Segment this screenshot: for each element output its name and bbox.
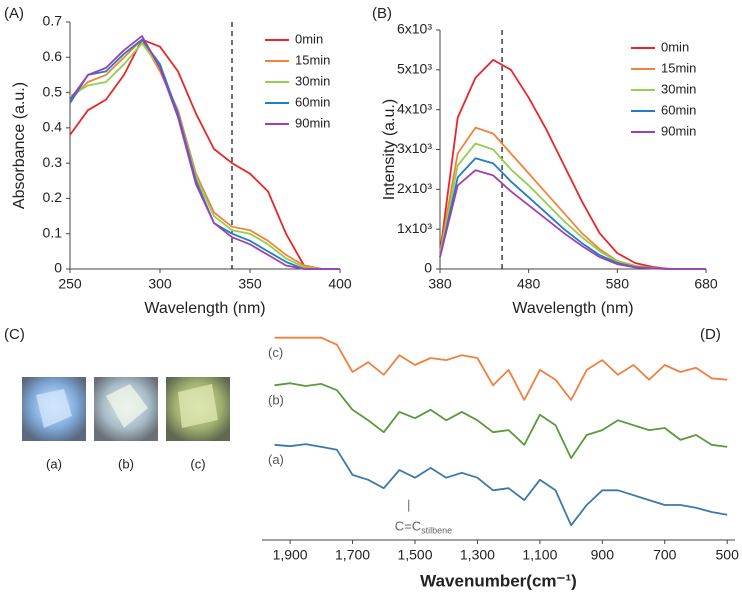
y-tick-label: 0 — [54, 260, 62, 276]
x-tick-label: 680 — [694, 276, 718, 292]
annotation-sub: stilbene — [421, 526, 452, 536]
x-tick-label: 1,500 — [397, 547, 432, 563]
y-tick-label: 0.4 — [43, 119, 63, 135]
x-tick-label: 700 — [653, 547, 677, 563]
legend-label: 60min — [661, 102, 696, 117]
x-tick-label: 1,300 — [460, 547, 495, 563]
x-axis-label: Wavelength (nm) — [144, 300, 265, 317]
film — [178, 384, 218, 428]
x-tick-label: 1,100 — [522, 547, 557, 563]
x-tick-label: 480 — [517, 276, 541, 292]
film — [36, 389, 72, 428]
y-tick-label: 0.3 — [43, 154, 63, 170]
film — [106, 384, 148, 428]
y-tick-label: 0 — [424, 260, 432, 276]
y-tick-label: 0.7 — [43, 13, 63, 29]
x-tick-label: 1,900 — [273, 547, 308, 563]
series-line — [439, 142, 706, 270]
photo — [22, 377, 86, 441]
y-tick-label: 3x10³ — [397, 140, 432, 156]
photo-caption: (b) — [118, 456, 134, 471]
x-tick-label: 900 — [591, 547, 615, 563]
y-tick-label: 4x10³ — [397, 100, 432, 116]
photo — [94, 377, 158, 441]
panel-label: (C) — [4, 326, 25, 343]
series-line — [439, 169, 706, 270]
photo — [166, 377, 230, 441]
series-line — [274, 336, 728, 401]
series-label: (b) — [268, 393, 284, 408]
series-label: (a) — [268, 452, 284, 467]
legend-label: 0min — [295, 31, 323, 46]
x-tick-label: 250 — [58, 276, 82, 292]
x-tick-label: 1,700 — [335, 547, 370, 563]
legend-label: 30min — [295, 73, 330, 88]
series-line — [69, 38, 340, 270]
legend-label: 15min — [295, 52, 330, 67]
panel-label: (A) — [4, 5, 24, 22]
x-tick-label: 580 — [606, 276, 630, 292]
series-label: (c) — [268, 345, 283, 360]
photo-caption: (a) — [46, 456, 62, 471]
panel-label: (D) — [700, 326, 721, 343]
series-line — [69, 42, 340, 270]
x-tick-label: 350 — [238, 276, 262, 292]
y-tick-label: 0.6 — [43, 48, 63, 64]
y-axis-label: Intensity (a.u.) — [381, 99, 398, 200]
photo-caption: (c) — [190, 456, 205, 471]
y-axis-label: Absorbance (a.u.) — [11, 82, 28, 209]
series-line — [69, 35, 340, 270]
x-axis-label: Wavenumber(cm⁻¹) — [420, 571, 577, 590]
series-line — [69, 38, 340, 270]
x-tick-label: 300 — [148, 276, 172, 292]
y-tick-label: 0.2 — [43, 189, 63, 205]
legend-label: 90min — [295, 115, 330, 130]
series-line — [439, 126, 706, 270]
panel-label: (B) — [372, 5, 392, 22]
series-line — [439, 157, 706, 270]
y-tick-label: 1x10³ — [397, 220, 432, 236]
x-axis-label: Wavelength (nm) — [512, 300, 633, 317]
legend-label: 90min — [661, 123, 696, 138]
x-tick-label: 380 — [428, 276, 452, 292]
x-tick-label: 400 — [328, 276, 352, 292]
annotation-text: C=C — [395, 519, 421, 534]
legend-label: 30min — [661, 81, 696, 96]
annotation: C=Cstilbene — [395, 519, 452, 536]
x-tick-label: 500 — [716, 547, 740, 563]
series-line — [274, 382, 728, 459]
y-tick-label: 0.5 — [43, 83, 63, 99]
y-tick-label: 5x10³ — [397, 61, 432, 77]
y-tick-label: 0.1 — [43, 224, 63, 240]
legend-label: 60min — [295, 94, 330, 109]
legend-label: 0min — [661, 39, 689, 54]
legend-label: 15min — [661, 60, 696, 75]
series-line — [274, 443, 728, 527]
y-tick-label: 2x10³ — [397, 180, 432, 196]
y-tick-label: 6x10³ — [397, 21, 432, 37]
